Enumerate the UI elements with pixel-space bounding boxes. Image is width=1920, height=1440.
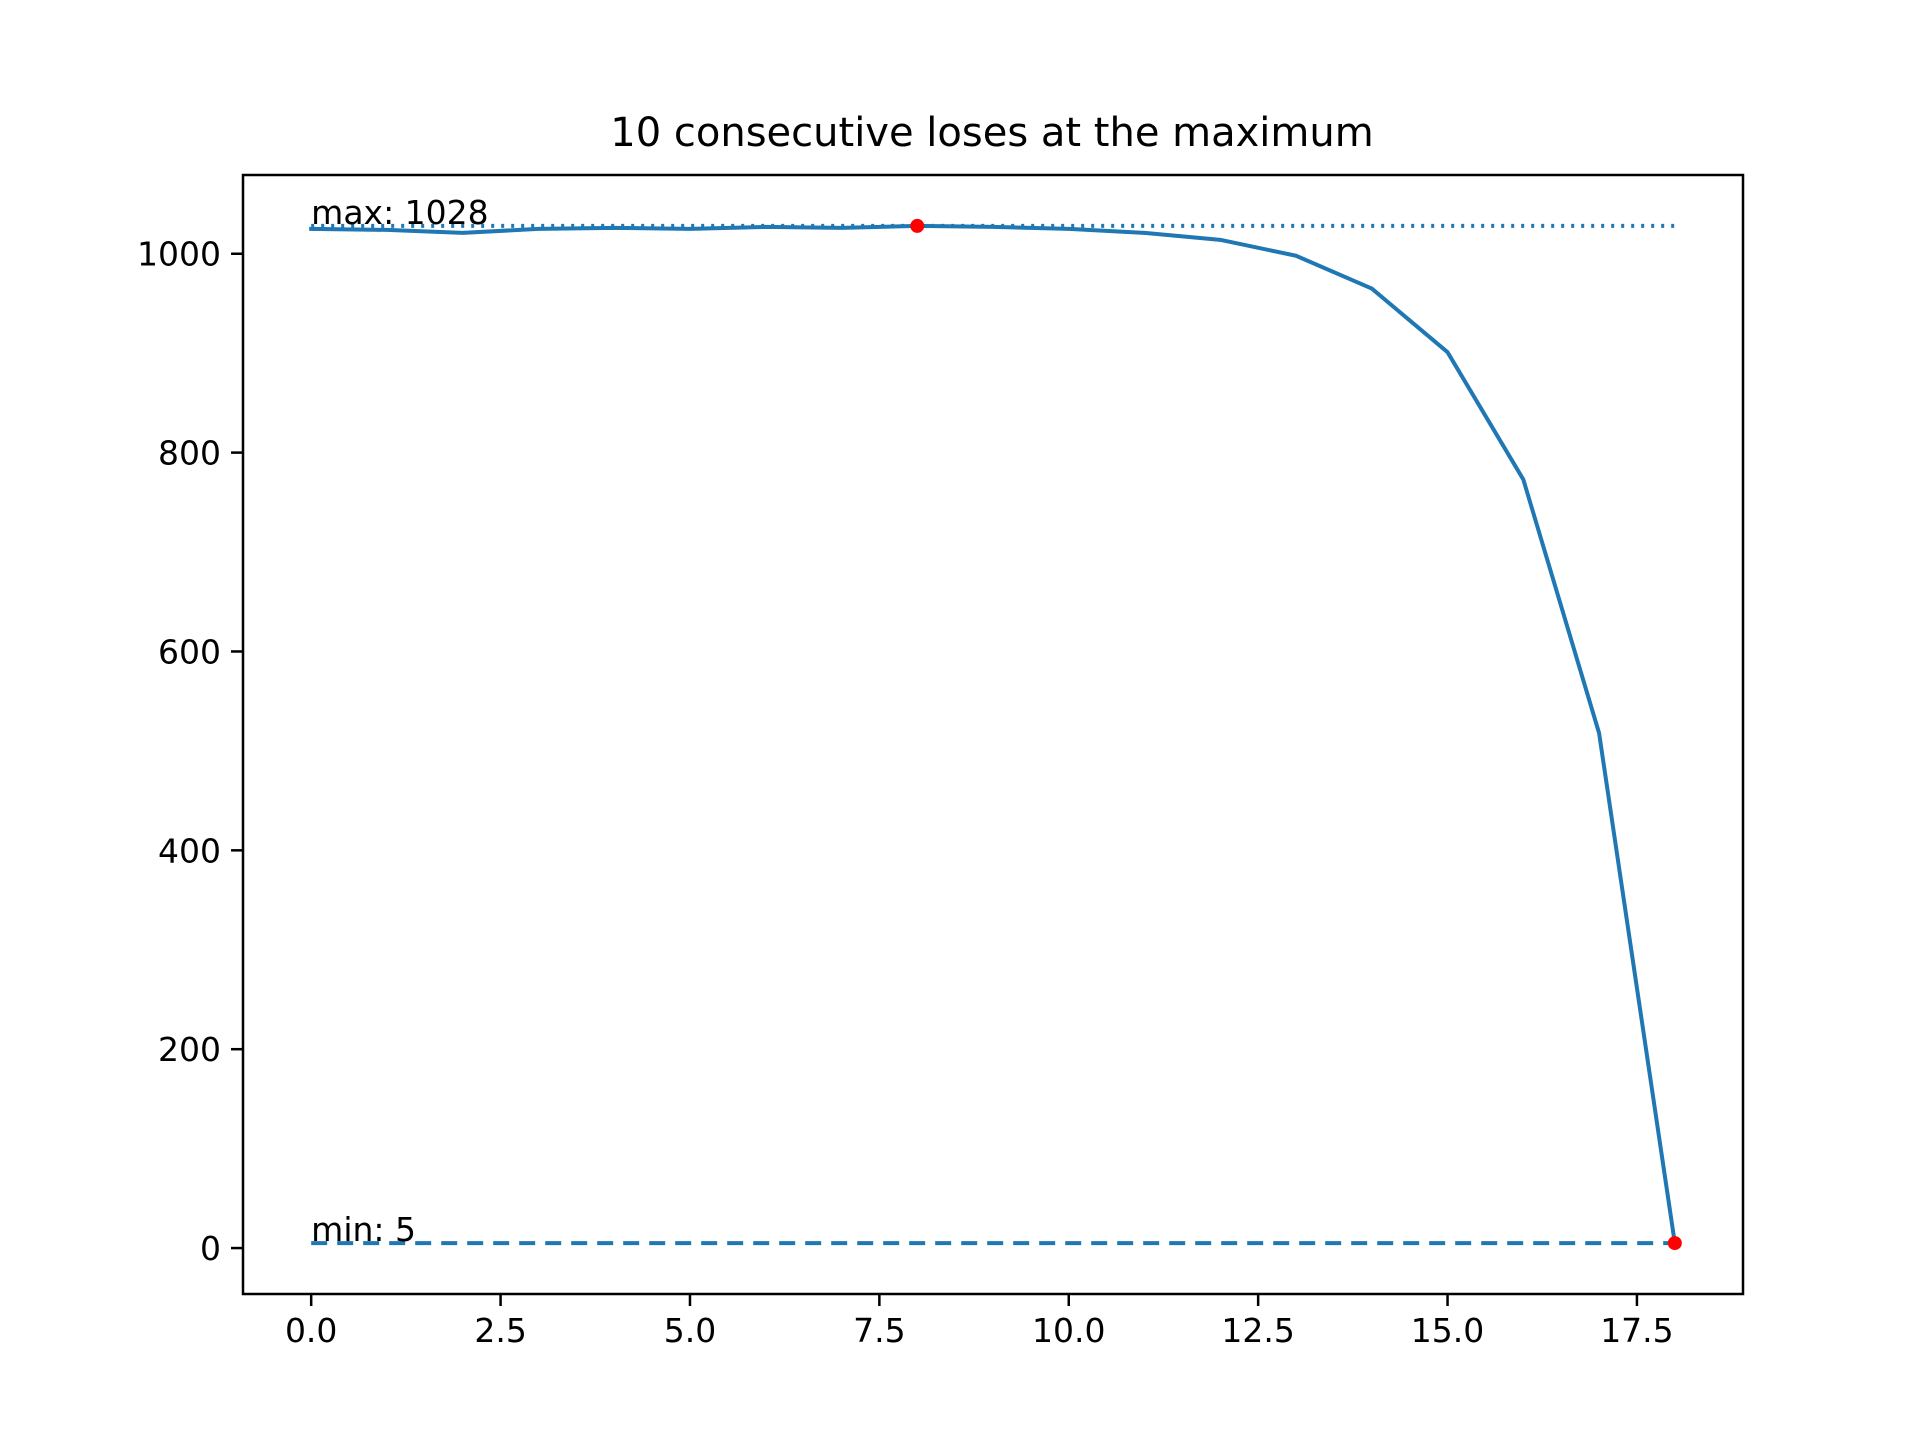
x-tick-label: 17.5 bbox=[1600, 1311, 1673, 1350]
y-tick-label: 0 bbox=[200, 1229, 221, 1268]
x-tick-label: 12.5 bbox=[1221, 1311, 1294, 1350]
y-tick-label: 200 bbox=[158, 1030, 221, 1069]
chart-title: 10 consecutive loses at the maximum bbox=[610, 110, 1373, 156]
min-point-marker bbox=[1667, 1236, 1682, 1251]
max-point-marker bbox=[910, 218, 925, 233]
x-tick-label: 0.0 bbox=[285, 1311, 337, 1350]
axes: 0.0 2.5 5.0 7.5 10.0 12.5 15.0 17.5 0 200 400 600 80… bbox=[137, 173, 1745, 1350]
plot-frame bbox=[241, 173, 1745, 1296]
y-tick-label: 1000 bbox=[137, 235, 221, 274]
min-annotation: min: 5 bbox=[311, 1210, 416, 1249]
plot-area: max: 1028 min: 5 bbox=[309, 193, 1682, 1251]
y-tick-label: 400 bbox=[158, 831, 221, 870]
x-tick-label: 15.0 bbox=[1411, 1311, 1484, 1350]
x-tick-label: 7.5 bbox=[853, 1311, 905, 1350]
x-tick-label: 5.0 bbox=[664, 1311, 716, 1350]
x-tick-label: 10.0 bbox=[1032, 1311, 1105, 1350]
x-tick-label: 2.5 bbox=[474, 1311, 526, 1350]
y-tick-label: 600 bbox=[158, 632, 221, 671]
max-annotation: max: 1028 bbox=[311, 193, 489, 232]
y-tick-label: 800 bbox=[158, 434, 221, 473]
series-line bbox=[309, 223, 1678, 1246]
